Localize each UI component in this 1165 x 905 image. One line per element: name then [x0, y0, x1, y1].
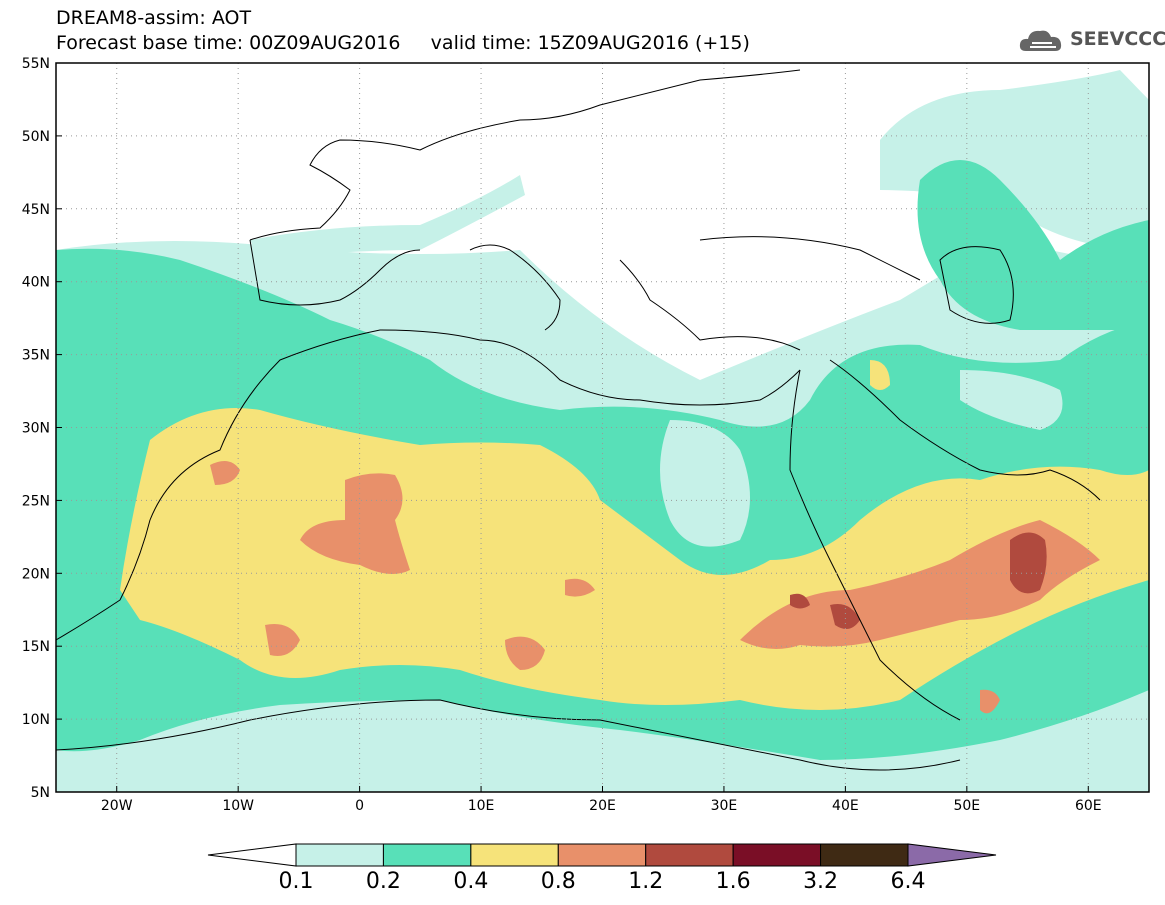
colorbar-label: 3.2: [803, 869, 839, 894]
aot-band-0.8-algeria: [300, 473, 410, 574]
lat-tick-label: 30N: [22, 421, 50, 437]
colorbar-swatch: [382, 843, 472, 867]
aot-band-0.8-somalia: [980, 689, 1000, 714]
aot-shading: [56, 70, 1149, 792]
lon-tick-label: 20E: [589, 798, 616, 814]
colorbar-label: 1.6: [715, 869, 751, 894]
aot-yellow-pocket-iraq: [870, 360, 890, 390]
colorbar-swatch: [295, 843, 384, 867]
aot-band-0.1-europe: [250, 175, 525, 260]
lat-ticks: 55N 50N 45N 40N 35N 30N 25N 20N 15N 10N 5N: [22, 56, 62, 801]
aot-band-0.2-caspian: [917, 160, 1149, 330]
coastlines: [56, 69, 1101, 771]
lat-tick-label: 55N: [22, 56, 50, 72]
coast-north-africa: [56, 329, 801, 641]
lon-tick-label: 30E: [711, 798, 738, 814]
colorbar-high-arrow: [907, 843, 997, 867]
coast-north-europe: [249, 69, 801, 241]
colorbar-low-arrow: [207, 843, 297, 867]
colorbar-label: 0.4: [453, 869, 489, 894]
lon-ticks: 20W 10W 0 10E 20E 30E 40E 50E 60E: [101, 786, 1102, 814]
aot-map: 20W 10W 0 10E 20E 30E 40E 50E 60E 55N 50N 45N 40N 35…: [22, 56, 1150, 814]
colorbar-swatch: [732, 843, 822, 867]
colorbar-label: 0.1: [278, 869, 314, 894]
lat-tick-label: 45N: [22, 202, 50, 218]
coast-black-sea: [699, 236, 921, 281]
aot-clear-iran: [960, 370, 1063, 430]
lat-tick-label: 50N: [22, 129, 50, 145]
coast-gulf: [829, 359, 1101, 501]
coast-italy: [469, 244, 561, 331]
aot-clear-libya: [660, 420, 750, 547]
map-title: DREAM8-assim: AOT: [56, 7, 252, 29]
lon-tick-label: 40E: [832, 798, 859, 814]
aot-band-1.2-redsea: [790, 593, 810, 609]
lon-tick-label: 50E: [953, 798, 980, 814]
aot-band-0.8-mali: [265, 624, 300, 656]
seevccc-logo: SEEVCCC: [1018, 25, 1165, 55]
colorbar-label: 0.2: [365, 869, 401, 894]
aot-band-0.8-mauritania: [210, 461, 240, 485]
forecast-time-line: Forecast base time: 00Z09AUG2016 valid t…: [56, 32, 750, 54]
aot-band-0.8-chad: [565, 578, 595, 597]
coast-iberia: [249, 239, 421, 306]
aot-band-0.1-north: [880, 70, 1149, 250]
colorbar-swatch: [557, 843, 647, 867]
aot-band-0.8-niger: [505, 636, 545, 670]
colorbar-swatch: [820, 843, 909, 867]
lat-tick-label: 10N: [22, 712, 50, 728]
lat-tick-label: 5N: [31, 785, 50, 801]
colorbar-swatch: [470, 843, 559, 867]
colorbar-label: 1.2: [628, 869, 664, 894]
cloud-logo-icon: [1019, 30, 1062, 51]
coast-caspian: [939, 246, 1014, 324]
lat-tick-label: 35N: [22, 348, 50, 364]
coast-red-sea-west: [789, 369, 961, 721]
lat-tick-label: 15N: [22, 639, 50, 655]
lon-tick-label: 10E: [468, 798, 495, 814]
map-grid: [56, 63, 1149, 792]
lat-tick-label: 40N: [22, 275, 50, 291]
coast-greece-turkey: [619, 259, 801, 351]
logo-text: SEEVCCC: [1070, 28, 1165, 50]
lon-tick-label: 0: [355, 798, 364, 814]
colorbar-label: 0.8: [540, 869, 576, 894]
colorbar-label: 6.4: [890, 869, 926, 894]
lon-tick-label: 10W: [222, 798, 254, 814]
aot-band-1.2-oman: [1010, 532, 1047, 594]
lon-tick-label: 20W: [101, 798, 133, 814]
aot-band-1.2-yemen: [830, 604, 860, 629]
colorbar-swatch: [645, 843, 734, 867]
border-sahel: [56, 699, 961, 771]
lat-tick-label: 20N: [22, 566, 50, 582]
lat-tick-label: 25N: [22, 493, 50, 509]
lon-tick-label: 60E: [1075, 798, 1102, 814]
